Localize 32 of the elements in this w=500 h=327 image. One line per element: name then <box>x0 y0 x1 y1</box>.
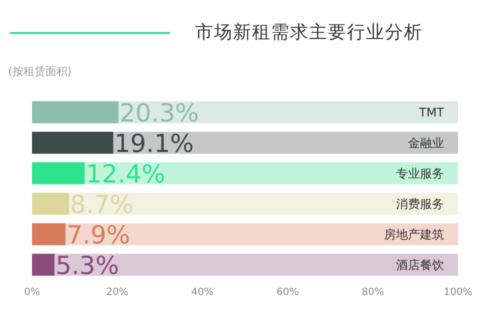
bar <box>32 223 66 246</box>
bar <box>54 254 458 276</box>
bar <box>32 254 55 276</box>
y-tick-label: TMT <box>418 106 445 120</box>
x-tick-label: 80% <box>362 287 384 298</box>
x-tick-label: 20% <box>106 287 128 298</box>
y-tick-label: 消费服务 <box>396 197 444 212</box>
bar <box>32 162 85 184</box>
x-tick-label: 0% <box>24 287 40 298</box>
data-label: 7.9% <box>66 220 130 250</box>
x-tick-label: 60% <box>276 287 299 298</box>
y-tick-label: 酒店餐饮 <box>396 258 444 272</box>
data-label: 8.7% <box>70 190 134 219</box>
data-label: 20.3% <box>119 98 199 128</box>
y-tick-label: 专业服务 <box>396 166 444 181</box>
bar <box>84 162 458 184</box>
chart-title: 市场新租需求主要行业分析 <box>195 21 423 44</box>
x-tick-label: 100% <box>444 287 472 298</box>
bar <box>66 223 458 246</box>
bar <box>32 132 114 154</box>
data-label: 19.1% <box>114 128 194 158</box>
bar <box>69 192 458 215</box>
data-label: 5.3% <box>56 250 120 280</box>
y-tick-label: 房地产建筑 <box>384 228 444 242</box>
data-label: 12.4% <box>86 159 166 188</box>
y-tick-label: 金融业 <box>408 136 444 150</box>
bar <box>32 101 118 124</box>
x-tick-label: 40% <box>191 287 214 298</box>
bar <box>113 132 458 154</box>
bar <box>32 192 70 215</box>
chart-subtitle: (按租赁面积) <box>8 64 72 79</box>
bar <box>118 101 458 124</box>
